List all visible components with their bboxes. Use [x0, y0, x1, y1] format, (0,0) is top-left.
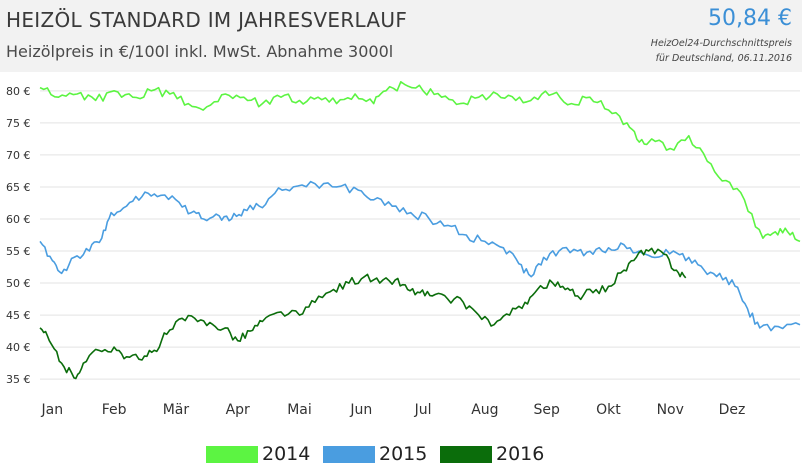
gridlines — [40, 90, 800, 380]
x-tick-label: Sep — [533, 402, 560, 418]
x-tick-label: Okt — [596, 402, 621, 418]
y-tick-label: 55 € — [6, 245, 31, 258]
price-note-line1: HeizOel24-Durchschnittspreis — [650, 38, 792, 49]
y-tick-label: 65 € — [6, 181, 31, 194]
legend-swatch-2014 — [206, 446, 258, 463]
legend-swatch-2015 — [323, 446, 375, 463]
x-tick-label: Feb — [102, 402, 127, 418]
y-tick-label: 50 € — [6, 277, 31, 290]
chart-title: HEIZÖL STANDARD IM JAHRESVERLAUF — [6, 8, 408, 32]
y-tick-label: 75 € — [6, 117, 31, 130]
price-note-line2: für Deutschland, 06.11.2016 — [655, 53, 792, 64]
series-lines — [39, 81, 801, 380]
legend: 2014 2015 2016 — [0, 440, 802, 470]
legend-swatch-2016 — [440, 446, 492, 463]
legend-label-2014: 2014 — [262, 443, 311, 465]
x-tick-label: Mai — [287, 402, 312, 418]
series-line-2016 — [39, 247, 687, 380]
y-tick-label: 35 € — [6, 373, 31, 386]
y-tick-label: 70 € — [6, 149, 31, 162]
y-tick-label: 60 € — [6, 213, 31, 226]
y-tick-label: 80 € — [6, 85, 31, 98]
x-tick-label: Jul — [414, 402, 432, 418]
series-line-2015 — [39, 180, 801, 332]
x-tick-label: Apr — [226, 402, 250, 418]
x-tick-label: Aug — [471, 402, 498, 418]
current-average-price: 50,84 € — [708, 6, 792, 31]
chart-header: HEIZÖL STANDARD IM JAHRESVERLAUF Heizölp… — [0, 0, 802, 72]
legend-label-2016: 2016 — [496, 443, 545, 465]
legend-label-2015: 2015 — [379, 443, 428, 465]
y-axis-labels: 80 € 75 € 70 € 65 € 60 € 55 € 50 € 45 € 40 € 35 € — [6, 85, 31, 386]
x-tick-label: Nov — [657, 402, 684, 418]
x-tick-label: Mär — [163, 402, 190, 418]
x-axis-labels: Jan Feb Mär Apr Mai Jun Jul Aug Sep Okt Nov Dez — [41, 402, 746, 418]
series-line-2014 — [39, 81, 801, 243]
x-tick-label: Dez — [719, 402, 746, 418]
line-chart: 80 € 75 € 70 € 65 € 60 € 55 € 50 € 45 € 40 € 35 €… — [6, 81, 801, 418]
x-tick-label: Jun — [349, 402, 372, 418]
y-tick-label: 40 € — [6, 341, 31, 354]
chart-subtitle: Heizölpreis in €/100l inkl. MwSt. Abnahm… — [6, 42, 394, 61]
y-tick-label: 45 € — [6, 309, 31, 322]
x-tick-label: Jan — [41, 402, 64, 418]
